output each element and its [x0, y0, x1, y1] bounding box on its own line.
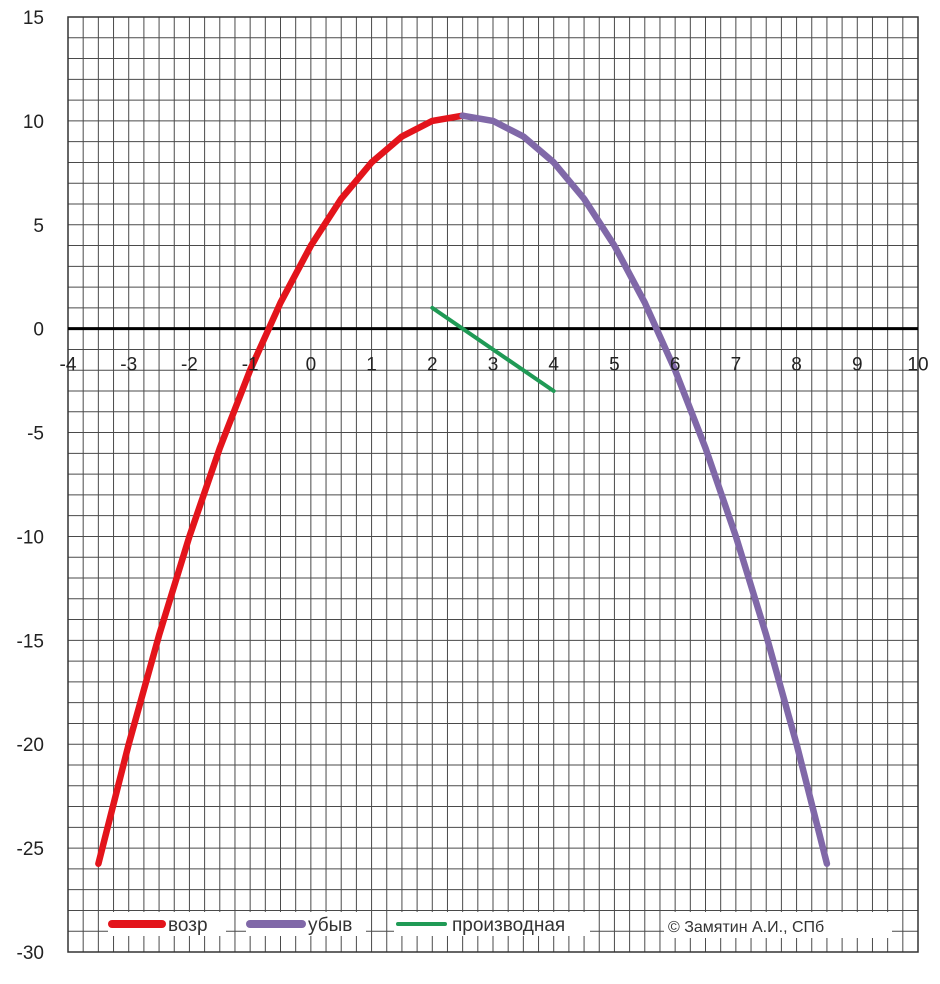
x-tick-label: -3: [120, 355, 137, 376]
series-line-1: [95, 112, 466, 867]
x-tick-label: 6: [670, 355, 681, 376]
x-tick-label: 9: [852, 355, 863, 376]
legend-label-3: производная: [452, 915, 565, 936]
x-tick-label: 0: [306, 355, 317, 376]
y-tick-label: -15: [17, 631, 44, 652]
y-tick-label: 15: [23, 8, 44, 29]
x-tick-label: 5: [609, 355, 620, 376]
x-tick-label: 2: [427, 355, 438, 376]
y-tick-label: 0: [33, 320, 44, 341]
y-tick-label: 10: [23, 112, 44, 133]
legend-label-1: возр: [168, 915, 208, 936]
x-tick-label: 10: [907, 355, 928, 376]
copyright-background: [664, 912, 892, 938]
legend-label-2: убыв: [308, 915, 352, 936]
x-tick-labels: -4 -3 -2 -1 0 1 2 3 4 5 6 7 8 9 10: [60, 355, 929, 376]
plot-border: [67, 16, 919, 953]
x-tick-label: 1: [366, 355, 377, 376]
grid: [67, 16, 919, 953]
x-tick-label: 7: [731, 355, 742, 376]
x-tick-label: -2: [181, 355, 198, 376]
y-tick-label: 5: [33, 216, 44, 237]
y-tick-label: -25: [17, 839, 44, 860]
y-tick-labels: 15 10 5 0 -5 -10 -15 -20 -25 -30: [17, 8, 44, 964]
y-tick-label: -30: [17, 943, 44, 964]
y-tick-label: -20: [17, 735, 44, 756]
series-line-2: [459, 112, 831, 867]
series-line-3: [430, 305, 556, 393]
y-tick-label: -5: [27, 424, 44, 445]
legend: возр убыв производная: [108, 912, 892, 938]
y-tick-label: -10: [17, 527, 44, 548]
series-layer: [95, 112, 831, 867]
x-tick-label: 8: [791, 355, 802, 376]
copyright-annotation: © Замятин А.И., СПб: [668, 919, 824, 936]
x-tick-label: -1: [242, 355, 259, 376]
x-tick-label: 4: [548, 355, 559, 376]
x-tick-label: 3: [488, 355, 499, 376]
x-tick-label: -4: [60, 355, 77, 376]
